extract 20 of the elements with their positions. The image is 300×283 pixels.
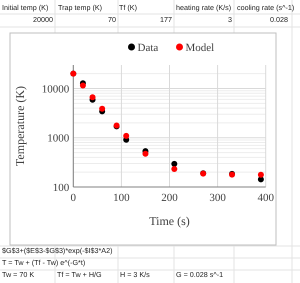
x-tick-label: 100: [113, 192, 130, 204]
point: [258, 172, 264, 178]
x-tick-label: 0: [70, 192, 77, 204]
point: [171, 166, 178, 172]
point: [90, 94, 96, 100]
point: [80, 82, 86, 89]
x-tick-label: 200: [161, 192, 178, 204]
x-tick-label: 300: [209, 192, 226, 204]
y-axis-title: Temperature (K): [13, 86, 27, 166]
y-tick-label: 1000: [47, 132, 70, 145]
y-tick-label: 100: [52, 182, 70, 194]
legend-label: Model: [186, 42, 214, 54]
point: [142, 150, 148, 157]
y-tick-label: 10000: [42, 83, 70, 96]
x-tick-label: 400: [257, 192, 274, 204]
point: [171, 160, 178, 167]
x-axis-title: Time (s): [149, 214, 190, 228]
legend-label: Data: [138, 42, 158, 54]
point: [123, 132, 130, 139]
point: [99, 106, 106, 112]
